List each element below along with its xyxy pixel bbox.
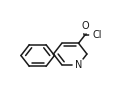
Text: Cl: Cl [92, 30, 102, 40]
Text: N: N [75, 60, 82, 70]
Text: O: O [81, 21, 89, 31]
